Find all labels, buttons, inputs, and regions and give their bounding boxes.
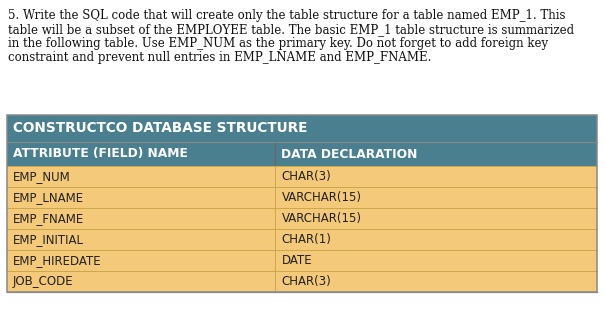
Bar <box>7 229 597 250</box>
Bar <box>7 208 597 229</box>
Text: constraint and prevent null entries in EMP_LNAME and EMP_FNAME.: constraint and prevent null entries in E… <box>8 51 431 64</box>
Text: in the following table. Use EMP_NUM as the primary key. Do not forget to add for: in the following table. Use EMP_NUM as t… <box>8 37 548 50</box>
Text: table will be a subset of the EMPLOYEE table. The basic EMP_1 table structure is: table will be a subset of the EMPLOYEE t… <box>8 23 574 36</box>
Text: VARCHAR(15): VARCHAR(15) <box>281 191 361 204</box>
Text: EMP_LNAME: EMP_LNAME <box>13 191 84 204</box>
Text: DATE: DATE <box>281 254 312 267</box>
Text: 5. Write the SQL code that will create only the table structure for a table name: 5. Write the SQL code that will create o… <box>8 9 565 22</box>
Text: EMP_FNAME: EMP_FNAME <box>13 212 84 225</box>
Text: JOB_CODE: JOB_CODE <box>13 275 73 288</box>
Bar <box>7 250 597 271</box>
Text: EMP_HIREDATE: EMP_HIREDATE <box>13 254 102 267</box>
Bar <box>7 187 597 208</box>
Text: CHAR(3): CHAR(3) <box>281 275 331 288</box>
Text: CHAR(3): CHAR(3) <box>281 170 331 183</box>
Text: EMP_NUM: EMP_NUM <box>13 170 71 183</box>
Text: CONSTRUCTCO DATABASE STRUCTURE: CONSTRUCTCO DATABASE STRUCTURE <box>13 122 307 136</box>
Text: CHAR(1): CHAR(1) <box>281 233 331 246</box>
Text: DATA DECLARATION: DATA DECLARATION <box>281 148 418 161</box>
Bar <box>7 115 597 142</box>
Bar <box>7 142 597 166</box>
Text: ATTRIBUTE (FIELD) NAME: ATTRIBUTE (FIELD) NAME <box>13 148 188 161</box>
Bar <box>7 115 597 292</box>
Bar <box>7 271 597 292</box>
Text: VARCHAR(15): VARCHAR(15) <box>281 212 361 225</box>
Text: EMP_INITIAL: EMP_INITIAL <box>13 233 84 246</box>
Bar <box>7 166 597 187</box>
